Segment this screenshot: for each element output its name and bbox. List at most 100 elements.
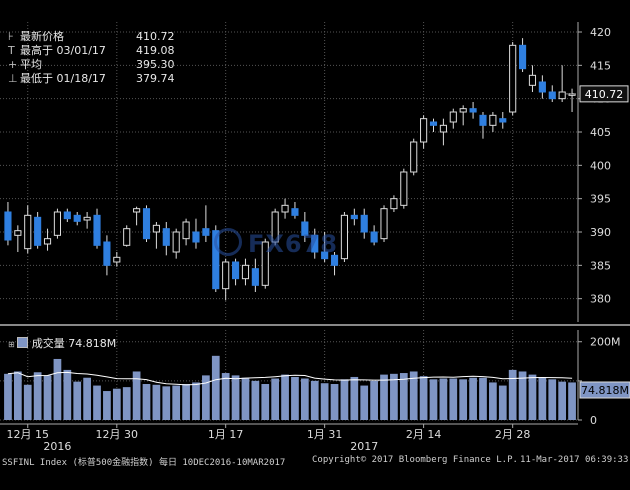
volume-bar [340, 379, 349, 420]
candle-body [390, 198, 398, 210]
footer-security: SSFINL Index (标普500金融指数) 每日 10DEC2016-10… [2, 458, 286, 468]
candle-body [301, 221, 309, 236]
volume-bar [409, 371, 418, 420]
watermark-text: FX678 [248, 230, 338, 258]
watermark: FX678 [214, 228, 338, 258]
candle-body [162, 228, 170, 246]
volume-bar [202, 375, 210, 420]
volume-tag: 74.818M [581, 384, 629, 397]
legend-row-average: + 平均 395.30 [8, 58, 175, 72]
candle-body [528, 74, 537, 86]
volume-bar [13, 371, 22, 420]
volume-bar [142, 384, 151, 420]
legend-value: 410.72 [136, 30, 175, 43]
candle-body [113, 256, 121, 263]
volume-bar [469, 377, 477, 420]
candle-body [83, 216, 91, 221]
volume-bar [310, 380, 319, 420]
candle-body [34, 216, 42, 246]
volume-bar [429, 379, 438, 420]
candle-body [93, 214, 101, 246]
volume-bar [489, 382, 497, 420]
volume-bar [528, 374, 537, 420]
expand-icon[interactable]: ⊞ [8, 340, 15, 349]
last-price-tag-box [579, 85, 629, 103]
candle-body [538, 81, 546, 93]
volume-bar [370, 380, 378, 420]
candle-body [558, 91, 566, 100]
legend-label: 最新价格 [20, 30, 64, 43]
volume-bar [419, 376, 428, 420]
candle-body [271, 211, 279, 243]
volume-bar [558, 381, 567, 420]
watermark-logo-icon [214, 228, 242, 256]
volume-bar [291, 376, 299, 420]
price-tick-label: 385 [590, 259, 611, 272]
volume-bar [172, 385, 181, 420]
year-label: 2016 [43, 440, 71, 453]
candle-body [182, 221, 190, 240]
volume-bar [132, 371, 141, 420]
volume-bar [23, 384, 32, 420]
volume-bar [538, 377, 547, 420]
legend-label: 平均 [20, 58, 42, 71]
candle-body [429, 121, 438, 126]
volume-tag-box [579, 381, 630, 399]
volume-bar [211, 355, 220, 420]
volume-bar [43, 375, 52, 420]
candle-body [330, 254, 339, 266]
candle-body [479, 114, 487, 126]
price-tick-label: 390 [590, 226, 611, 239]
candle-body [519, 44, 527, 70]
candle-body [43, 238, 52, 245]
volume-legend: ⊞ 成交量 74.818M [8, 335, 116, 351]
volume-bar [231, 375, 240, 420]
volume-swatch-icon [16, 337, 28, 348]
volume-bar [221, 373, 230, 420]
volume-bar [330, 384, 339, 420]
candle-body [340, 214, 348, 260]
volume-bar [568, 382, 576, 420]
legend-row-high: T 最高于 03/01/17 419.08 [8, 44, 175, 58]
average-marker-icon: + [8, 58, 18, 71]
volume-bar [360, 385, 369, 420]
candle-body [4, 211, 12, 241]
volume-bar [350, 376, 359, 420]
volume-tick-label: 0 [590, 414, 597, 427]
legend-value: 379.74 [136, 72, 175, 85]
date-tick-label: 1月 31 [307, 428, 343, 441]
volume-bar [439, 378, 448, 420]
candle-body [321, 251, 329, 260]
volume-bar [162, 386, 171, 420]
candle-body [212, 230, 220, 290]
volume-bar [518, 371, 527, 420]
volume-bar [508, 369, 517, 420]
volume-bar [320, 383, 329, 420]
candle-body [459, 108, 467, 113]
candle-body [449, 111, 457, 123]
footer-copyright: Copyright© 2017 Bloomberg Finance L.P. [312, 455, 518, 465]
candle-body [172, 231, 180, 253]
volume-bar [449, 378, 458, 420]
candle-body [251, 268, 259, 286]
candle-body [509, 44, 517, 113]
last-price-tag: 410.72 [585, 88, 624, 101]
legend-label: 最高于 03/01/17 [20, 44, 106, 57]
date-tick-label: 12月 30 [96, 428, 139, 441]
candle-body [410, 141, 418, 173]
candle-body [142, 208, 151, 240]
volume-legend-value: 74.818M [68, 337, 117, 350]
price-legend: ⊦ 最新价格 410.72 T 最高于 03/01/17 419.08 + 平均… [8, 30, 175, 86]
volume-bar [63, 369, 72, 420]
candle-body [133, 208, 141, 213]
candle-body [469, 108, 477, 113]
volume-bar [4, 373, 12, 420]
date-tick-label: 1月 17 [208, 428, 244, 441]
candle-body [232, 261, 240, 280]
price-tick-label: 395 [590, 193, 611, 206]
low-marker-icon: ⊥ [8, 72, 18, 85]
volume-bar [479, 377, 487, 420]
volume-bar [152, 384, 161, 420]
volume-bar [241, 377, 250, 420]
